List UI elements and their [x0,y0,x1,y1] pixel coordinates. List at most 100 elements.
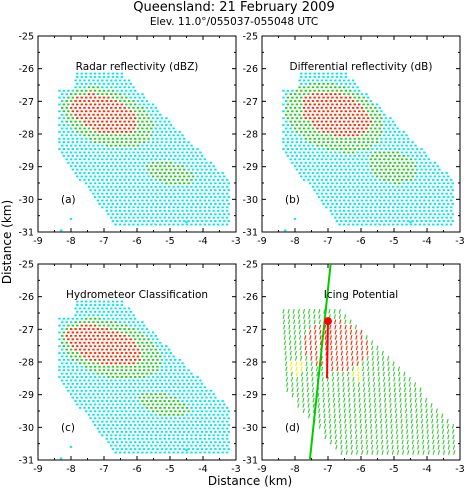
data-point [282,130,285,133]
data-point [398,137,401,140]
data-point [96,348,100,351]
data-point [415,154,419,157]
data-point [295,361,298,366]
data-point [225,192,229,195]
data-point [386,450,389,455]
data-point [107,365,110,368]
data-point [313,189,316,192]
data-point [89,82,92,85]
data-point [136,206,140,209]
data-point [221,206,224,209]
data-point [320,127,324,130]
data-point [84,358,88,361]
data-point [389,408,392,414]
data-point [76,338,79,341]
data-point [96,113,100,116]
data-point [302,93,306,96]
data-point [369,209,373,212]
data-point [145,172,149,174]
data-point [214,424,217,426]
data-point [334,209,337,212]
data-point [326,161,330,164]
data-point [349,141,352,144]
data-point [313,103,316,106]
data-point [111,161,115,164]
data-point [145,209,149,212]
data-point [120,182,124,185]
data-point [340,196,343,198]
data-point [132,437,135,440]
data-point [429,220,432,222]
data-point [141,209,144,212]
data-point [178,365,181,368]
data-point [203,172,207,174]
data-point [411,141,414,144]
data-point [362,382,366,387]
data-point [127,209,131,212]
data-point [102,96,106,99]
data-point [71,137,75,140]
data-point [365,93,368,96]
data-point [133,189,137,192]
data-point [285,93,288,96]
data-point [125,431,128,433]
data-point [326,72,330,75]
data-point [87,413,91,416]
data-point [74,341,77,344]
data-point [435,408,438,414]
data-point [353,137,356,140]
data-point [84,96,88,99]
data-point [102,376,106,378]
data-point [342,151,346,154]
data-point [316,100,319,102]
data-point [225,206,229,209]
data-point [347,382,350,387]
data-point [360,158,364,161]
data-point [62,317,66,320]
data-point [129,168,132,171]
data-point [191,417,195,420]
data-point [387,371,391,377]
data-point [111,338,115,341]
data-point [436,418,439,424]
data-point [342,199,346,202]
data-point [138,196,141,198]
data-point [96,379,100,382]
data-point [120,96,124,99]
data-point [325,120,328,123]
data-point [181,216,184,219]
data-point [87,165,91,168]
data-point [415,175,419,178]
data-point [78,86,82,89]
data-point [156,213,159,216]
data-point [338,403,341,408]
data-point [409,209,413,212]
data-point [129,352,132,354]
data-point [331,213,334,216]
data-point [160,448,164,450]
data-point [391,134,395,137]
data-point [302,165,306,168]
data-point [375,168,379,171]
data-point [200,389,204,392]
data-point [133,89,137,92]
data-point [205,213,208,216]
data-point [322,182,325,185]
data-point [326,182,330,185]
data-point [182,148,186,150]
data-point [118,144,122,147]
data-point [299,340,302,346]
data-point [347,206,350,209]
data-point [436,424,439,429]
data-point [326,154,330,157]
data-point [391,165,395,168]
data-point [289,127,292,130]
data-point [334,335,338,340]
data-point [320,120,324,123]
data-point [80,310,83,313]
data-point [208,185,211,188]
data-point [78,321,82,324]
data-point [362,161,365,164]
data-point [98,389,101,392]
data-point [98,103,101,106]
